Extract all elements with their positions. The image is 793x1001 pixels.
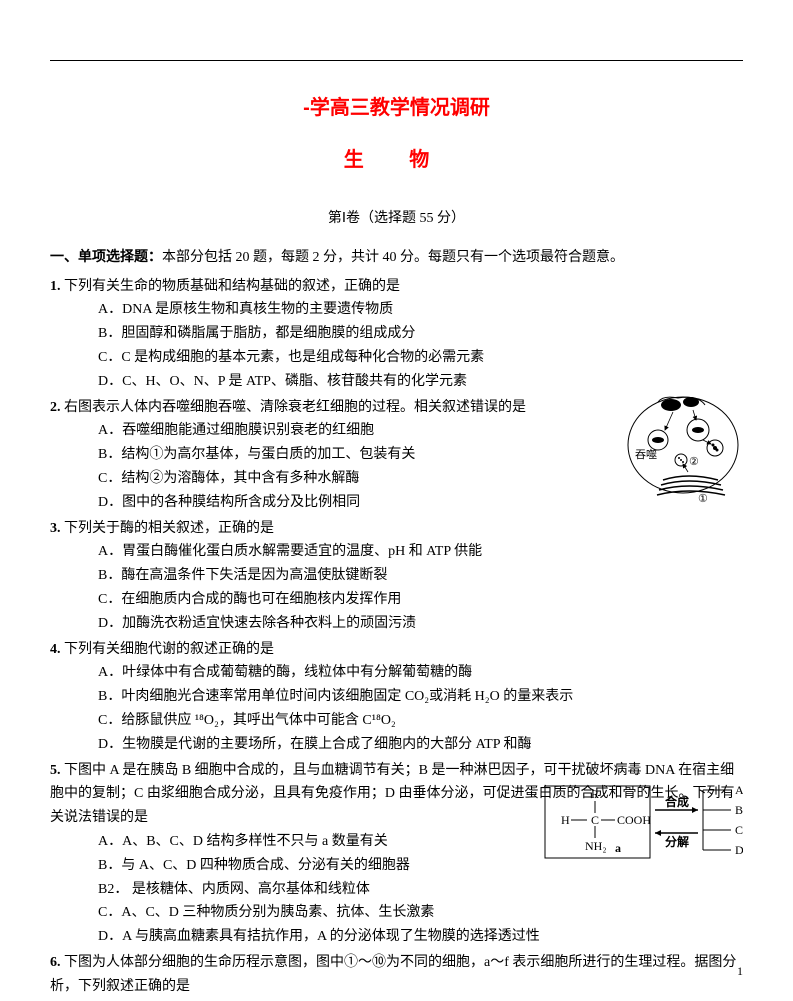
q4-opt-a: A．叶绿体中有合成葡萄糖的酶，线粒体中有分解葡萄糖的酶: [98, 661, 743, 685]
q2-opt-a: A．吞噬细胞能通过细胞膜识别衰老的红细胞: [98, 419, 593, 443]
chem-label-d: D: [735, 843, 743, 857]
chem-cooh: COOH: [617, 813, 651, 827]
q3-opt-c: C．在细胞质内合成的酶也可在细胞核内发挥作用: [98, 588, 743, 612]
top-rule: [50, 60, 743, 61]
chem-c: C: [591, 813, 599, 827]
q5-opt-b: B．与 A、C、D 四种物质合成、分泌有关的细胞器: [98, 854, 533, 878]
q4-opt-b: B．叶肉细胞光合速率常用单位时间内该细胞固定 CO₂或消耗 H₂O 的量来表示: [98, 685, 743, 709]
figure-phagocytosis: 吞噬 ② ①: [603, 390, 743, 505]
question-1: 1. 下列有关生命的物质基础和结构基础的叙述，正确的是 A．DNA 是原核生物和…: [50, 275, 743, 394]
q1-opt-c: C．C 是构成细胞的基本元素，也是组成每种化合物的必需元素: [98, 346, 743, 370]
fig-cell-label-3: ①: [698, 493, 708, 505]
chem-decomp: 分解: [665, 834, 689, 849]
chem-h: H: [561, 813, 570, 827]
instruction-text: 本部分包括 20 题，每题 2 分，共计 40 分。每题只有一个选项最符合题意。: [162, 250, 624, 265]
q1-opt-b: B．胆固醇和磷脂属于脂肪，都是细胞膜的组成成分: [98, 322, 743, 346]
question-3: 3. 下列关于酶的相关叙述，正确的是 A．胃蛋白酶催化蛋白质水解需要适宜的温度、…: [50, 517, 743, 636]
question-6: 6. 下图为人体部分细胞的生命历程示意图，图中①～⑩为不同的细胞，a～f 表示细…: [50, 951, 743, 999]
figure-amino-acid: R H C COOH NH₂ a 合成 分解 A B C D: [543, 778, 743, 868]
fig-cell-label-2: ②: [689, 456, 699, 468]
q5-opt-d: D．A 与胰高血糖素具有拮抗作用，A 的分泌体现了生物膜的选择透过性: [98, 925, 743, 949]
doc-title: -学高三教学情况调研: [50, 91, 743, 125]
chem-a: a: [615, 841, 621, 855]
q1-stem: 1. 下列有关生命的物质基础和结构基础的叙述，正确的是: [50, 275, 743, 299]
doc-subject: 生 物: [50, 143, 743, 177]
page-number: 1: [737, 961, 743, 981]
section-instruction: 一、单项选择题：本部分包括 20 题，每题 2 分，共计 40 分。每题只有一个…: [50, 246, 743, 270]
q1-options: A．DNA 是原核生物和真核生物的主要遗传物质 B．胆固醇和磷脂属于脂肪，都是细…: [50, 298, 743, 393]
q3-stem: 3. 下列关于酶的相关叙述，正确的是: [50, 517, 743, 541]
section-header: 第Ⅰ卷（选择题 55 分）: [50, 207, 743, 231]
q3-opt-b: B．酶在高温条件下失活是因为高温使肽键断裂: [98, 564, 743, 588]
q6-stem: 6. 下图为人体部分细胞的生命历程示意图，图中①～⑩为不同的细胞，a～f 表示细…: [50, 951, 743, 999]
chem-r: R: [591, 787, 599, 801]
q2-opt-c: C．结构②为溶酶体，其中含有多种水解酶: [98, 467, 593, 491]
q5-opt-b2: B2． 是核糖体、内质网、高尔基体和线粒体: [98, 878, 533, 902]
q2-opt-b: B．结构①为高尔基体，与蛋白质的加工、包装有关: [98, 443, 593, 467]
chem-label-c: C: [735, 823, 743, 837]
q4-options: A．叶绿体中有合成葡萄糖的酶，线粒体中有分解葡萄糖的酶 B．叶肉细胞光合速率常用…: [50, 661, 743, 756]
q3-opt-a: A．胃蛋白酶催化蛋白质水解需要适宜的温度、pH 和 ATP 供能: [98, 540, 743, 564]
q3-opt-d: D．加酶洗衣粉适宜快速去除各种衣料上的顽固污渍: [98, 612, 743, 636]
instruction-prefix: 一、单项选择题：: [50, 250, 162, 265]
q2-opt-d: D．图中的各种膜结构所含成分及比例相同: [98, 491, 593, 515]
chem-synth: 合成: [665, 794, 689, 809]
q5-opt-c: C．A、C、D 三种物质分别为胰岛素、抗体、生长激素: [98, 901, 743, 925]
q4-opt-d: D．生物膜是代谢的主要场所，在膜上合成了细胞内的大部分 ATP 和酶: [98, 733, 743, 757]
chem-label-a: A: [735, 783, 743, 797]
question-4: 4. 下列有关细胞代谢的叙述正确的是 A．叶绿体中有合成葡萄糖的酶，线粒体中有分…: [50, 638, 743, 757]
q3-options: A．胃蛋白酶催化蛋白质水解需要适宜的温度、pH 和 ATP 供能 B．酶在高温条…: [50, 540, 743, 635]
q4-stem: 4. 下列有关细胞代谢的叙述正确的是: [50, 638, 743, 662]
fig-cell-label-1: 吞噬: [635, 447, 657, 461]
chem-nh2: NH₂: [585, 839, 607, 853]
q5-opt-a: A．A、B、C、D 结构多样性不只与 a 数量有关: [98, 830, 533, 854]
q1-opt-a: A．DNA 是原核生物和真核生物的主要遗传物质: [98, 298, 743, 322]
chem-label-b: B: [735, 803, 743, 817]
q4-opt-c: C．给豚鼠供应 ¹⁸O₂，其呼出气体中可能含 C¹⁸O₂: [98, 709, 743, 733]
q5-options-wide: C．A、C、D 三种物质分别为胰岛素、抗体、生长激素 D．A 与胰高血糖素具有拮…: [50, 901, 743, 949]
